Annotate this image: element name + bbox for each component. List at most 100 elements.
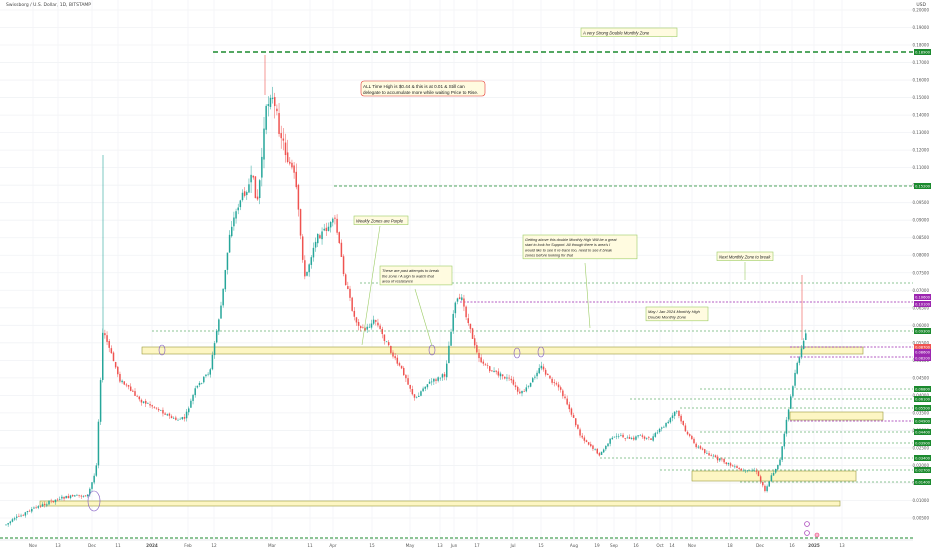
x-tick-label: Jun — [450, 543, 458, 548]
candle-body — [673, 411, 676, 416]
price-badge-label: 0.09300 — [915, 329, 931, 333]
candle-body — [246, 192, 248, 196]
candle-body — [450, 331, 452, 346]
candle-body — [411, 388, 414, 395]
candle-body — [142, 401, 145, 403]
candle-body — [566, 398, 568, 405]
candle-body — [480, 357, 482, 363]
candle-body — [97, 421, 100, 466]
candle-body — [704, 449, 706, 453]
candle-body — [207, 373, 209, 375]
candle-body — [112, 352, 115, 362]
candle-body — [342, 256, 345, 275]
candles — [5, 86, 807, 527]
candle-body — [357, 321, 360, 326]
candle-body — [353, 310, 356, 317]
candle-body — [650, 438, 652, 440]
candle-body — [168, 413, 171, 416]
candle-body — [798, 357, 801, 363]
candle-body — [368, 326, 371, 328]
candle-body — [764, 485, 766, 492]
candle-body — [747, 470, 749, 471]
candle-body — [725, 462, 727, 465]
price-badge — [914, 418, 931, 424]
candle-body — [289, 161, 291, 164]
candle-body — [140, 399, 143, 403]
candle-body — [615, 435, 618, 437]
candle-body — [319, 235, 321, 239]
candle-body — [394, 356, 396, 359]
price-badge-label: 0.10600 — [915, 295, 931, 299]
candle-body — [106, 335, 108, 342]
x-tick-label: Aug — [570, 543, 579, 548]
candle-body — [349, 288, 351, 298]
weekly-zones-note-text: Weekly Zones are Purple — [356, 218, 404, 223]
past-attempts-note-text: area of resistance — [382, 279, 414, 284]
candle-body — [639, 434, 641, 436]
candle-body — [123, 381, 125, 385]
y-tick-label: 0.02000 — [912, 463, 929, 468]
candle-body — [387, 342, 390, 346]
candle-body — [71, 495, 74, 497]
past-attempts-note-text: These are past attempts to break — [382, 268, 440, 273]
y-tick-label: 0.08500 — [912, 235, 929, 240]
candle-body — [805, 333, 807, 340]
candle-body — [35, 507, 37, 508]
candle-body — [344, 274, 347, 286]
annotation-leader — [414, 288, 433, 347]
candle-body — [493, 370, 495, 372]
candle-body — [463, 298, 465, 307]
y-tick-label: 0.02500 — [912, 445, 929, 450]
candle-body — [723, 458, 725, 463]
candle-body — [76, 494, 78, 496]
x-tick-label: Oct — [656, 543, 664, 548]
candle-body — [757, 471, 760, 477]
candle-body — [183, 417, 186, 419]
candle-body — [486, 365, 489, 366]
candle-body — [20, 515, 22, 517]
strong-zone-note-box — [580, 27, 678, 37]
candle-body — [676, 411, 678, 412]
candle-body — [585, 440, 588, 442]
y-tick-label: 0.06000 — [912, 323, 929, 328]
y-tick-label: 0.19000 — [912, 25, 929, 30]
candle-body — [579, 429, 581, 436]
candle-body — [149, 404, 151, 406]
x-tick-label: Mar — [268, 543, 276, 548]
y-tick-label: 0.16000 — [912, 78, 929, 83]
candle-body — [196, 385, 199, 388]
candle-body — [727, 462, 730, 465]
candle-body — [192, 394, 194, 401]
double-monthly-zone — [141, 346, 864, 355]
candle-body — [317, 233, 319, 244]
currency-label: USD — [916, 3, 926, 8]
support-note-text: would like to see it re-trace too, need … — [525, 248, 613, 252]
candle-body — [136, 395, 138, 397]
candle-body — [620, 435, 622, 436]
candle-body — [504, 376, 506, 379]
candle-body — [293, 165, 295, 173]
candle-body — [18, 516, 20, 517]
price-badge — [914, 183, 931, 189]
candle-body — [132, 390, 134, 392]
candle-body — [630, 438, 633, 439]
candle-body — [390, 345, 392, 353]
candle-body — [74, 495, 76, 497]
candle-body — [160, 410, 162, 411]
candle-body — [67, 495, 70, 499]
candle-body — [78, 494, 80, 496]
y-tick-label: 0.01000 — [912, 498, 929, 503]
attempt-marker — [87, 490, 101, 512]
candle-body — [473, 338, 476, 346]
candle-body — [564, 396, 566, 399]
price-badge — [914, 479, 931, 485]
price-badge-label: 0.04400 — [915, 430, 931, 434]
candle-body — [536, 372, 538, 377]
candle-body — [282, 138, 285, 141]
candle-body — [433, 378, 435, 382]
candle-body — [465, 306, 467, 318]
x-tick-label: Nov — [688, 543, 697, 548]
candle-body — [458, 297, 461, 300]
strong-zone-note-text: A very Strong Double Monthly Zone — [582, 30, 650, 35]
